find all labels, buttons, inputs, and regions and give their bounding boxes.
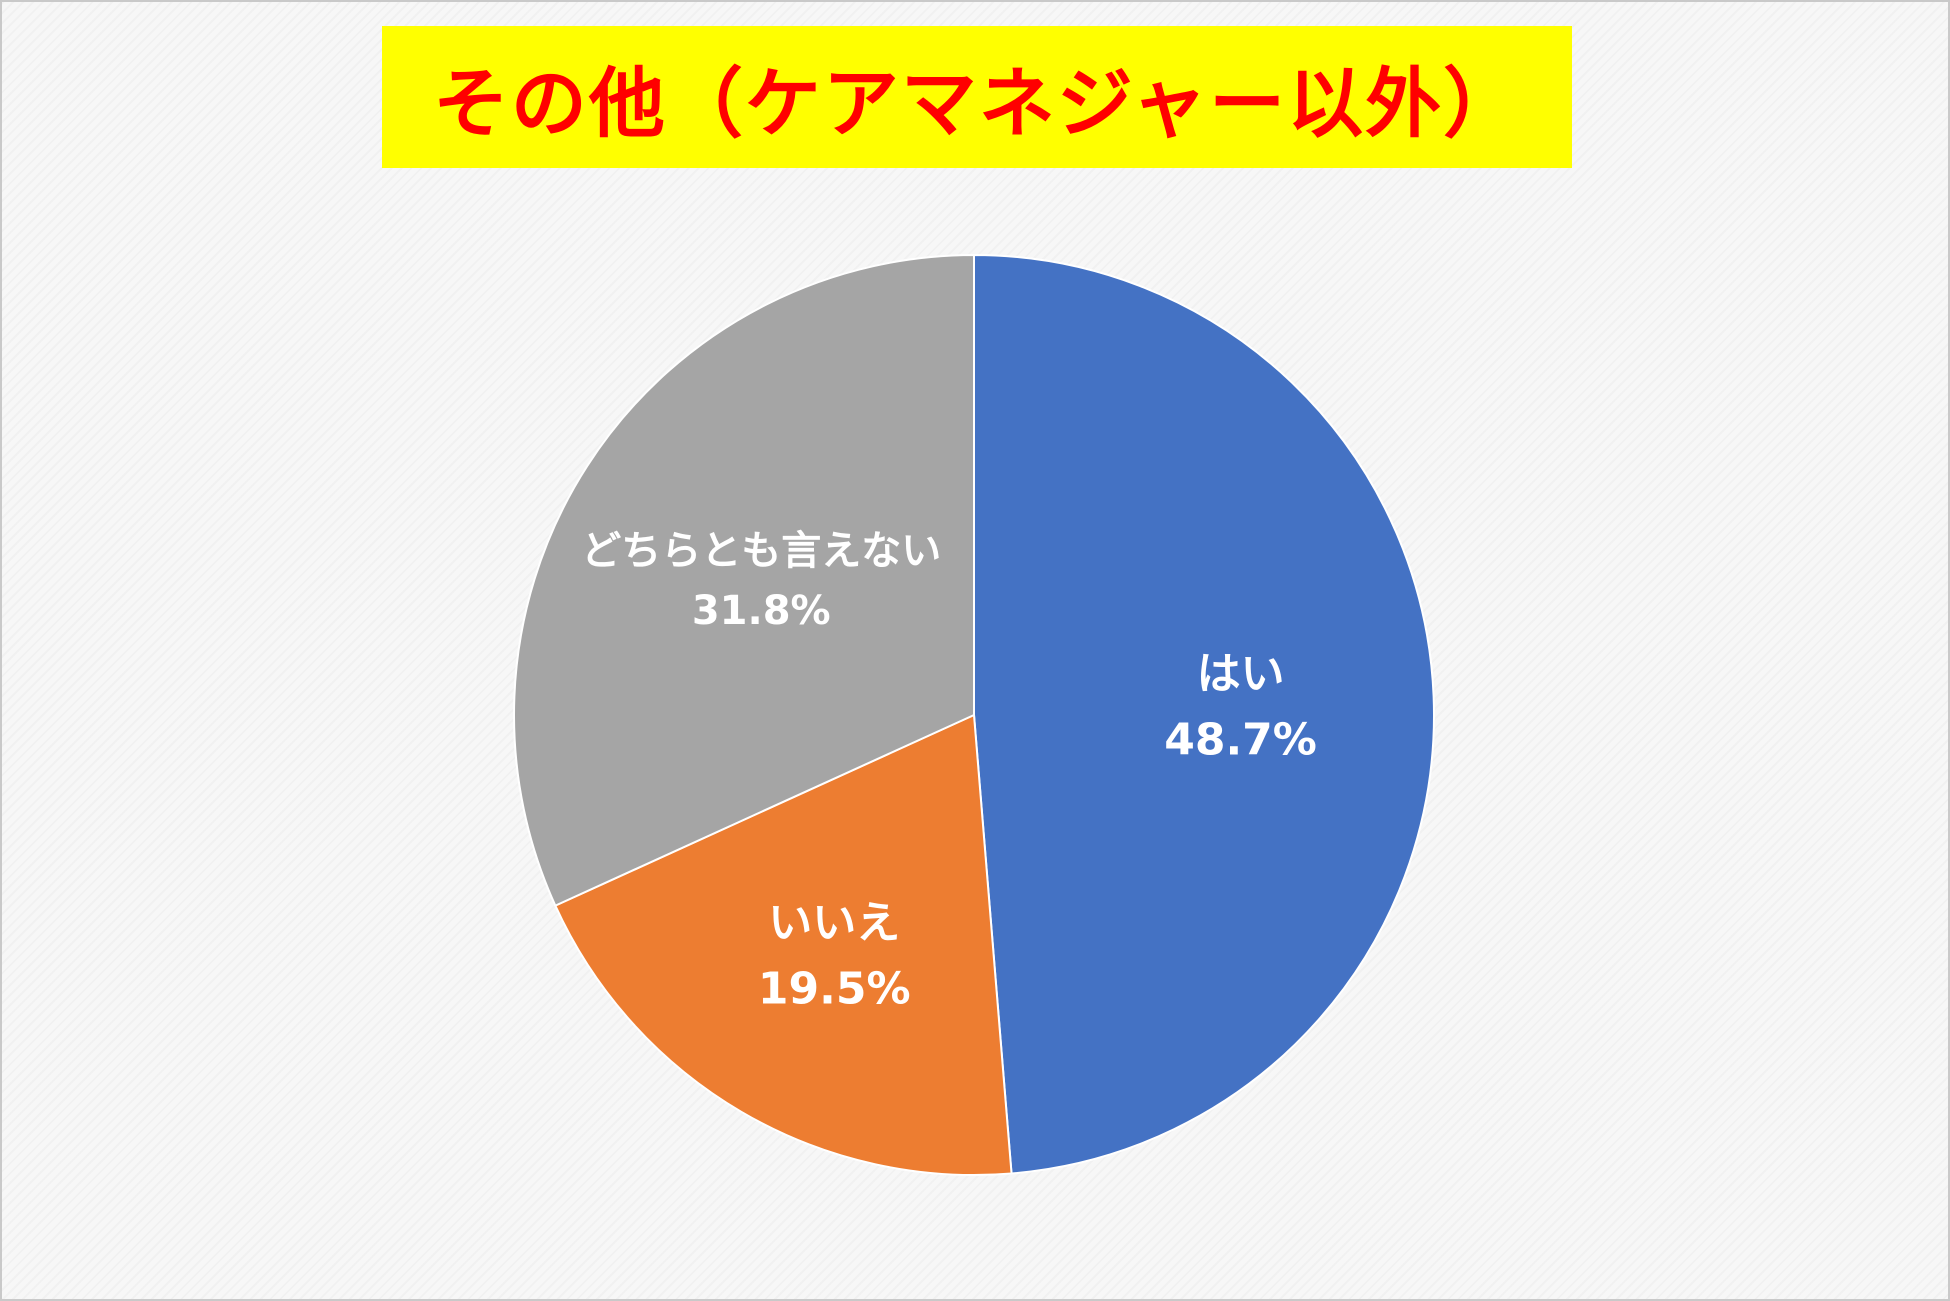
pie-slice-2 bbox=[554, 713, 1013, 1176]
slice-category-label: いいえ bbox=[768, 898, 900, 949]
chart-title: その他（ケアマネジャー以外） bbox=[432, 59, 1522, 148]
pie-slice-1 bbox=[973, 253, 1435, 1175]
slice-value-label: 48.7% bbox=[1164, 715, 1317, 766]
slice-value-label: 31.8% bbox=[692, 588, 831, 634]
slice-category-label: はい bbox=[1197, 649, 1285, 700]
chart-title-box: その他（ケアマネジャー以外） bbox=[382, 26, 1572, 168]
slice-value-label: 19.5% bbox=[758, 964, 911, 1015]
pie-slice-3 bbox=[513, 253, 975, 907]
slice-category-label: どちらとも言えない bbox=[581, 528, 941, 574]
pie-labels: はい 48.7% いいえ 19.5% どちらとも言えない 31.8% bbox=[581, 528, 1317, 1015]
pie-slices bbox=[513, 253, 1435, 1176]
